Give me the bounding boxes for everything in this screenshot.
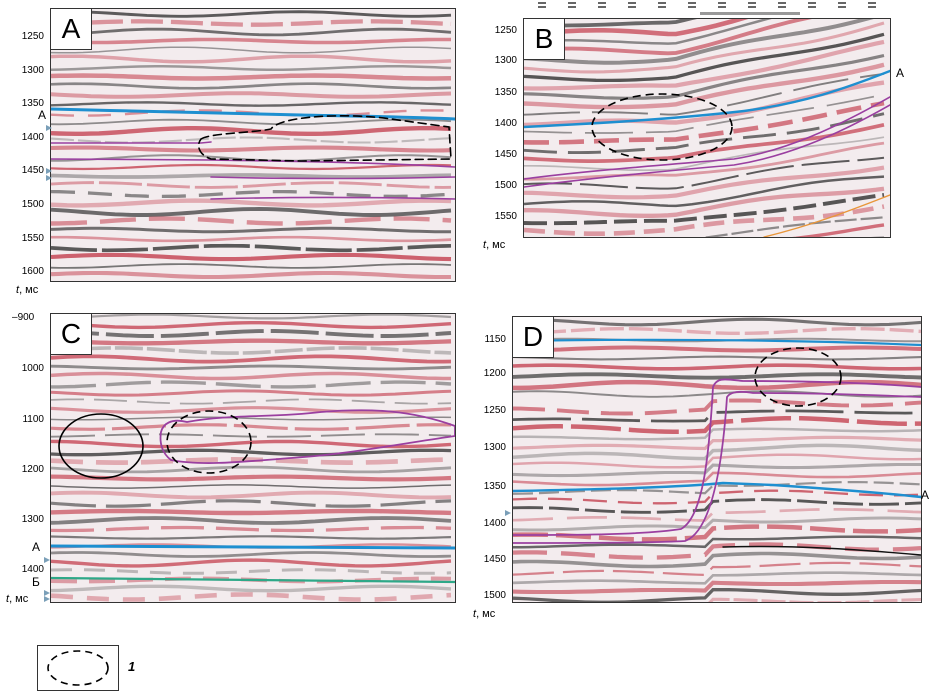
tick-label: 1000 — [21, 363, 44, 374]
tick-label: 1250 — [21, 31, 44, 42]
tick-label: 1350 — [21, 98, 44, 109]
panel-b: B — [523, 18, 891, 238]
horizon-marker-icon — [46, 125, 52, 131]
tick-label: 1300 — [21, 65, 44, 76]
axis-unit-label: t, мс — [473, 608, 496, 620]
seismic-section-d — [513, 317, 921, 602]
axis-unit-label: t, мс — [6, 593, 29, 605]
panel-letter-b: B — [524, 19, 565, 60]
tick-label: 1600 — [21, 266, 44, 277]
tick-label: 1100 — [22, 414, 44, 425]
horizon-label-a: А — [896, 66, 905, 80]
legend-box — [37, 645, 119, 691]
tick-label: 1350 — [483, 481, 506, 492]
tick-label: 1550 — [21, 233, 44, 244]
panel-letter-d: D — [513, 317, 554, 358]
tick-label: 1500 — [494, 180, 517, 191]
axis-unit-label: t, мс — [16, 284, 39, 296]
tick-label: 1150 — [484, 334, 506, 345]
tick-label: 1400 — [483, 518, 506, 529]
tick-label: 1350 — [494, 87, 517, 98]
horizon-marker-icon — [505, 510, 511, 516]
horizon-label-a: А — [32, 540, 41, 554]
panel-letter-c: C — [51, 314, 92, 355]
axis-unit-label: t, мс — [483, 239, 506, 251]
horizon-marker-icon — [44, 590, 50, 596]
horizon-marker-icon — [46, 175, 52, 181]
horizon-marker-icon — [46, 168, 52, 174]
tick-label: 1250 — [483, 405, 506, 416]
horizon-label-b: Б — [32, 575, 40, 589]
horizon-label-a: А — [921, 488, 930, 502]
seismic-section-c — [51, 314, 455, 602]
tick-label: 1500 — [483, 590, 506, 601]
tick-label: –900 — [12, 312, 35, 323]
tick-label: 1450 — [494, 149, 517, 160]
tick-label: 1200 — [483, 368, 506, 379]
seismic-section-b — [524, 19, 890, 237]
tick-label: 1450 — [21, 165, 44, 176]
tick-label: 1200 — [21, 464, 44, 475]
horizon-marker-icon — [44, 596, 50, 602]
panel-a: A — [50, 8, 456, 282]
panel-d: D — [512, 316, 922, 603]
legend-number: 1 — [128, 659, 136, 674]
seismic-section-a — [51, 9, 455, 281]
dashed-ellipse-icon — [47, 650, 109, 686]
tick-label: 1300 — [494, 55, 517, 66]
tick-label: 1400 — [494, 118, 517, 129]
tick-label: 1550 — [494, 211, 517, 222]
panel-letter-a: A — [51, 9, 92, 50]
trace-header-strip — [538, 2, 876, 15]
panel-c: C — [50, 313, 456, 603]
tick-label: 1300 — [21, 514, 44, 525]
horizon-label-a: А — [38, 108, 47, 122]
tick-label: 1300 — [483, 442, 506, 453]
tick-label: 1250 — [494, 25, 517, 36]
tick-label: 1400 — [21, 132, 44, 143]
tick-label: 1500 — [21, 199, 44, 210]
horizon-marker-icon — [44, 557, 50, 563]
tick-label: 1450 — [483, 554, 506, 565]
tick-label: 1400 — [21, 564, 44, 575]
